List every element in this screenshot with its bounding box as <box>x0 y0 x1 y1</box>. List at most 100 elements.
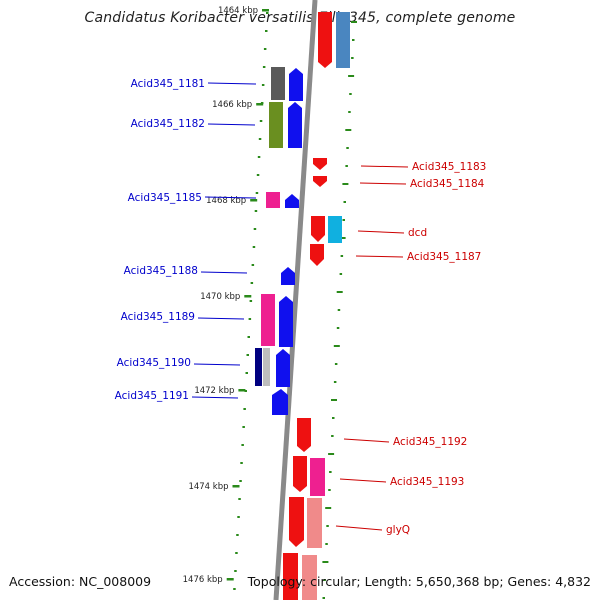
kbp-tick <box>250 199 258 202</box>
tick-mark <box>334 363 338 365</box>
leader-line <box>207 123 256 126</box>
tick-mark <box>251 264 255 266</box>
tick-mark <box>256 174 260 176</box>
tick-mark <box>250 282 254 284</box>
tick-mark <box>345 165 348 167</box>
gene-feature-reverse[interactable] <box>311 216 325 242</box>
gene-feature-other[interactable] <box>307 498 322 548</box>
tick-mark <box>238 498 241 500</box>
gene-feature-other[interactable] <box>266 192 280 208</box>
tick-mark <box>332 417 335 419</box>
gene-feature-forward[interactable] <box>272 389 288 415</box>
gene-features <box>255 12 350 600</box>
tick-mark <box>325 543 328 545</box>
gene-feature-forward[interactable] <box>279 296 293 347</box>
tick-mark <box>237 516 240 518</box>
gene-label-acid345_1181[interactable]: Acid345_1181 <box>131 78 205 90</box>
gene-label-dcd[interactable]: dcd <box>408 227 427 239</box>
tick-mark <box>241 444 244 446</box>
kbp-label: 1470 kbp <box>200 292 240 302</box>
kbp-label: 1472 kbp <box>194 386 234 396</box>
tick-mark <box>261 84 265 86</box>
tick-mark <box>253 228 257 230</box>
tick-mark <box>236 534 239 536</box>
gene-label-acid345_1185[interactable]: Acid345_1185 <box>128 192 202 204</box>
tick-mark <box>265 30 268 32</box>
gene-label-acid345_1191[interactable]: Acid345_1191 <box>115 390 189 402</box>
gene-feature-other[interactable] <box>310 458 325 496</box>
tick-mark <box>349 93 352 95</box>
kbp-label: 1474 kbp <box>188 482 228 492</box>
leader-line <box>360 165 409 168</box>
gene-feature-reverse[interactable] <box>318 12 332 68</box>
tick-mark <box>255 192 259 194</box>
tick-mark <box>340 255 344 257</box>
gene-feature-other[interactable] <box>328 216 342 243</box>
gene-feature-other[interactable] <box>269 102 283 148</box>
leader-line <box>355 255 404 258</box>
gene-feature-reverse[interactable] <box>293 456 307 492</box>
leader-line <box>193 363 241 366</box>
tick-mark <box>258 138 262 140</box>
tick-mark <box>333 381 337 383</box>
tick-mark <box>348 75 355 77</box>
gene-label-acid345_1190[interactable]: Acid345_1190 <box>117 357 191 369</box>
leader-line <box>204 196 257 199</box>
gene-label-acid345_1183[interactable]: Acid345_1183 <box>412 161 486 173</box>
gene-feature-other[interactable] <box>261 294 275 346</box>
topology-text: Topology: circular; Length: 5,650,368 bp… <box>247 574 591 589</box>
left-gene-labels: Acid345_1181 Acid345_1182 Acid345_1185 Acid… <box>115 78 257 402</box>
gene-label-acid345_1193[interactable]: Acid345_1193 <box>390 476 464 488</box>
tick-mark <box>342 219 345 221</box>
gene-feature-forward[interactable] <box>289 68 303 101</box>
tick-mark <box>346 147 349 149</box>
gene-feature-reverse[interactable] <box>283 553 298 600</box>
tick-mark <box>339 273 343 275</box>
tick-mark <box>252 246 256 248</box>
gene-label-acid345_1187[interactable]: Acid345_1187 <box>407 251 481 263</box>
gene-feature-reverse[interactable] <box>313 176 327 187</box>
gene-feature-forward[interactable] <box>288 102 302 148</box>
gene-label-acid345_1182[interactable]: Acid345_1182 <box>131 118 205 130</box>
gene-feature-other[interactable] <box>271 67 285 100</box>
tick-mark <box>336 291 343 293</box>
gene-feature-forward[interactable] <box>276 349 290 387</box>
gene-feature-forward[interactable] <box>281 267 295 285</box>
leader-line <box>200 271 248 274</box>
gene-feature-reverse[interactable] <box>310 244 324 266</box>
gene-label-acid345_1184[interactable]: Acid345_1184 <box>410 178 485 190</box>
tick-mark <box>329 471 332 473</box>
tick-mark <box>234 570 237 572</box>
leader-line <box>359 182 407 185</box>
tick-mark <box>351 21 357 23</box>
gene-label-acid345_1192[interactable]: Acid345_1192 <box>393 436 467 448</box>
gene-feature-other[interactable] <box>336 12 350 68</box>
tick-mark <box>322 597 325 599</box>
tick-mark <box>239 480 242 482</box>
gene-label-glyq[interactable]: glyQ <box>386 524 410 536</box>
gene-feature-other[interactable] <box>302 555 317 600</box>
tick-mark <box>254 210 258 212</box>
tick-mark <box>240 462 243 464</box>
tick-mark <box>243 408 246 410</box>
kbp-tick <box>256 103 264 106</box>
tick-mark <box>331 435 334 437</box>
tick-mark <box>348 111 351 113</box>
gene-feature-forward[interactable] <box>285 194 299 208</box>
gene-feature-reverse[interactable] <box>289 497 304 547</box>
tick-mark <box>263 48 267 50</box>
tick-mark <box>333 345 340 347</box>
gene-feature-other[interactable] <box>263 348 270 386</box>
gene-feature-reverse[interactable] <box>297 418 311 452</box>
gene-feature-other[interactable] <box>255 348 262 386</box>
tick-mark <box>262 66 266 68</box>
tick-mark <box>323 579 326 581</box>
tick-mark <box>342 183 349 185</box>
tick-mark <box>322 561 329 563</box>
tick-mark <box>245 372 248 374</box>
kbp-label: 1476 kbp <box>183 575 223 585</box>
gene-feature-reverse[interactable] <box>313 158 327 170</box>
gene-label-acid345_1188[interactable]: Acid345_1188 <box>124 265 198 277</box>
gene-label-acid345_1189[interactable]: Acid345_1189 <box>121 311 195 323</box>
tick-mark <box>337 309 341 311</box>
